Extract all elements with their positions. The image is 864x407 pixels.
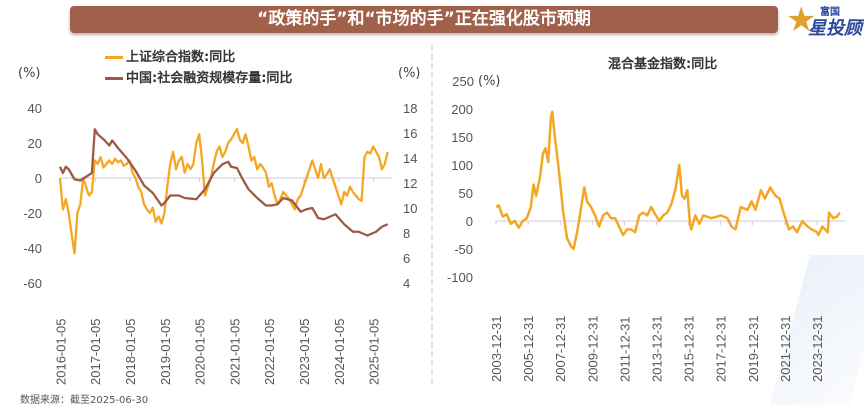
y-tick-label-right: 18 [403, 101, 417, 116]
y-tick-label: 150 [451, 130, 473, 145]
tsf-series-line [58, 128, 389, 237]
y-tick-label-right: 16 [403, 126, 417, 141]
y-tick-label-left: 40 [28, 101, 42, 116]
x-tick-label: 2023-12-31 [810, 316, 825, 383]
y-tick-label-left: -20 [23, 206, 42, 221]
x-tick-label: 2003-12-31 [489, 316, 504, 383]
y-tick-label: 0 [466, 214, 473, 229]
y-tick-label: 200 [451, 102, 473, 117]
x-tick-label: 2020-01-05 [193, 319, 208, 386]
y-tick-label-left: -60 [23, 276, 42, 291]
legend-swatch-sse [105, 56, 123, 59]
left-axis-unit: (%) [18, 66, 41, 81]
page-title: “政策的手”和“市场的手”正在强化股市预期 [70, 6, 778, 33]
y-tick-label-left: 20 [28, 136, 42, 151]
fund-axis-unit: (%) [478, 74, 501, 89]
logo-text: 富国 [820, 7, 840, 18]
y-tick-label-right: 10 [403, 201, 417, 216]
y-tick-label-left: 0 [35, 171, 42, 186]
brand-logo: ★ 富国 星投顾 [786, 1, 862, 39]
x-tick-label: 2015-12-31 [682, 316, 697, 383]
y-tick-label-right: 6 [403, 251, 410, 266]
y-tick-label: -100 [447, 270, 473, 285]
x-tick-label: 2022-01-05 [262, 319, 277, 386]
right-axis-unit: (%) [398, 66, 421, 81]
x-tick-label: 2025-01-05 [367, 319, 382, 386]
legend-swatch-tsf [105, 77, 123, 80]
x-tick-label: 2017-01-05 [88, 319, 103, 386]
y-tick-label: 100 [451, 158, 473, 173]
x-tick-label: 2007-12-31 [553, 316, 568, 383]
y-tick-label: 250 [452, 74, 474, 89]
fund-series-line [495, 110, 841, 251]
legend-label: 上证综合指数:同比 [126, 50, 236, 65]
x-tick-label: 2021-01-05 [227, 319, 242, 386]
legend-item-tsf: 中国:社会融资规模存量:同比 [105, 67, 292, 86]
x-tick-label: 2013-12-31 [650, 316, 665, 383]
sse-series-line [58, 127, 389, 255]
fund-chart-title: 混合基金指数:同比 [608, 57, 718, 72]
x-tick-label: 2019-01-05 [158, 319, 173, 386]
x-tick-label: 2024-01-05 [332, 319, 347, 386]
x-tick-label: 2019-12-31 [746, 316, 761, 383]
x-tick-label: 2005-12-31 [521, 316, 536, 383]
x-tick-label: 2016-01-05 [53, 319, 68, 386]
y-tick-label-left: -40 [23, 241, 42, 256]
y-tick-label-right: 4 [403, 276, 410, 291]
source-note: 数据来源：截至2025-06-30 [20, 395, 149, 406]
legend-item-sse: 上证综合指数:同比 [105, 46, 235, 65]
y-tick-label-right: 12 [403, 176, 417, 191]
y-tick-label: -50 [454, 242, 473, 257]
x-tick-label: 2009-12-31 [585, 316, 600, 383]
x-tick-label: 2018-01-05 [123, 319, 138, 386]
star-icon: ★ [786, 1, 817, 39]
x-tick-label: 2017-12-31 [714, 316, 729, 383]
legend-label: 中国:社会融资规模存量:同比 [126, 71, 293, 86]
logo-text: 星投顾 [808, 18, 862, 39]
y-tick-label-right: 8 [403, 226, 410, 241]
x-tick-label: 2023-01-05 [297, 319, 312, 386]
x-tick-label: 2021-12-31 [778, 316, 793, 383]
x-tick-label: 2011-12-31 [617, 316, 632, 382]
y-tick-label-right: 14 [403, 151, 417, 166]
y-tick-label: 50 [459, 186, 473, 201]
